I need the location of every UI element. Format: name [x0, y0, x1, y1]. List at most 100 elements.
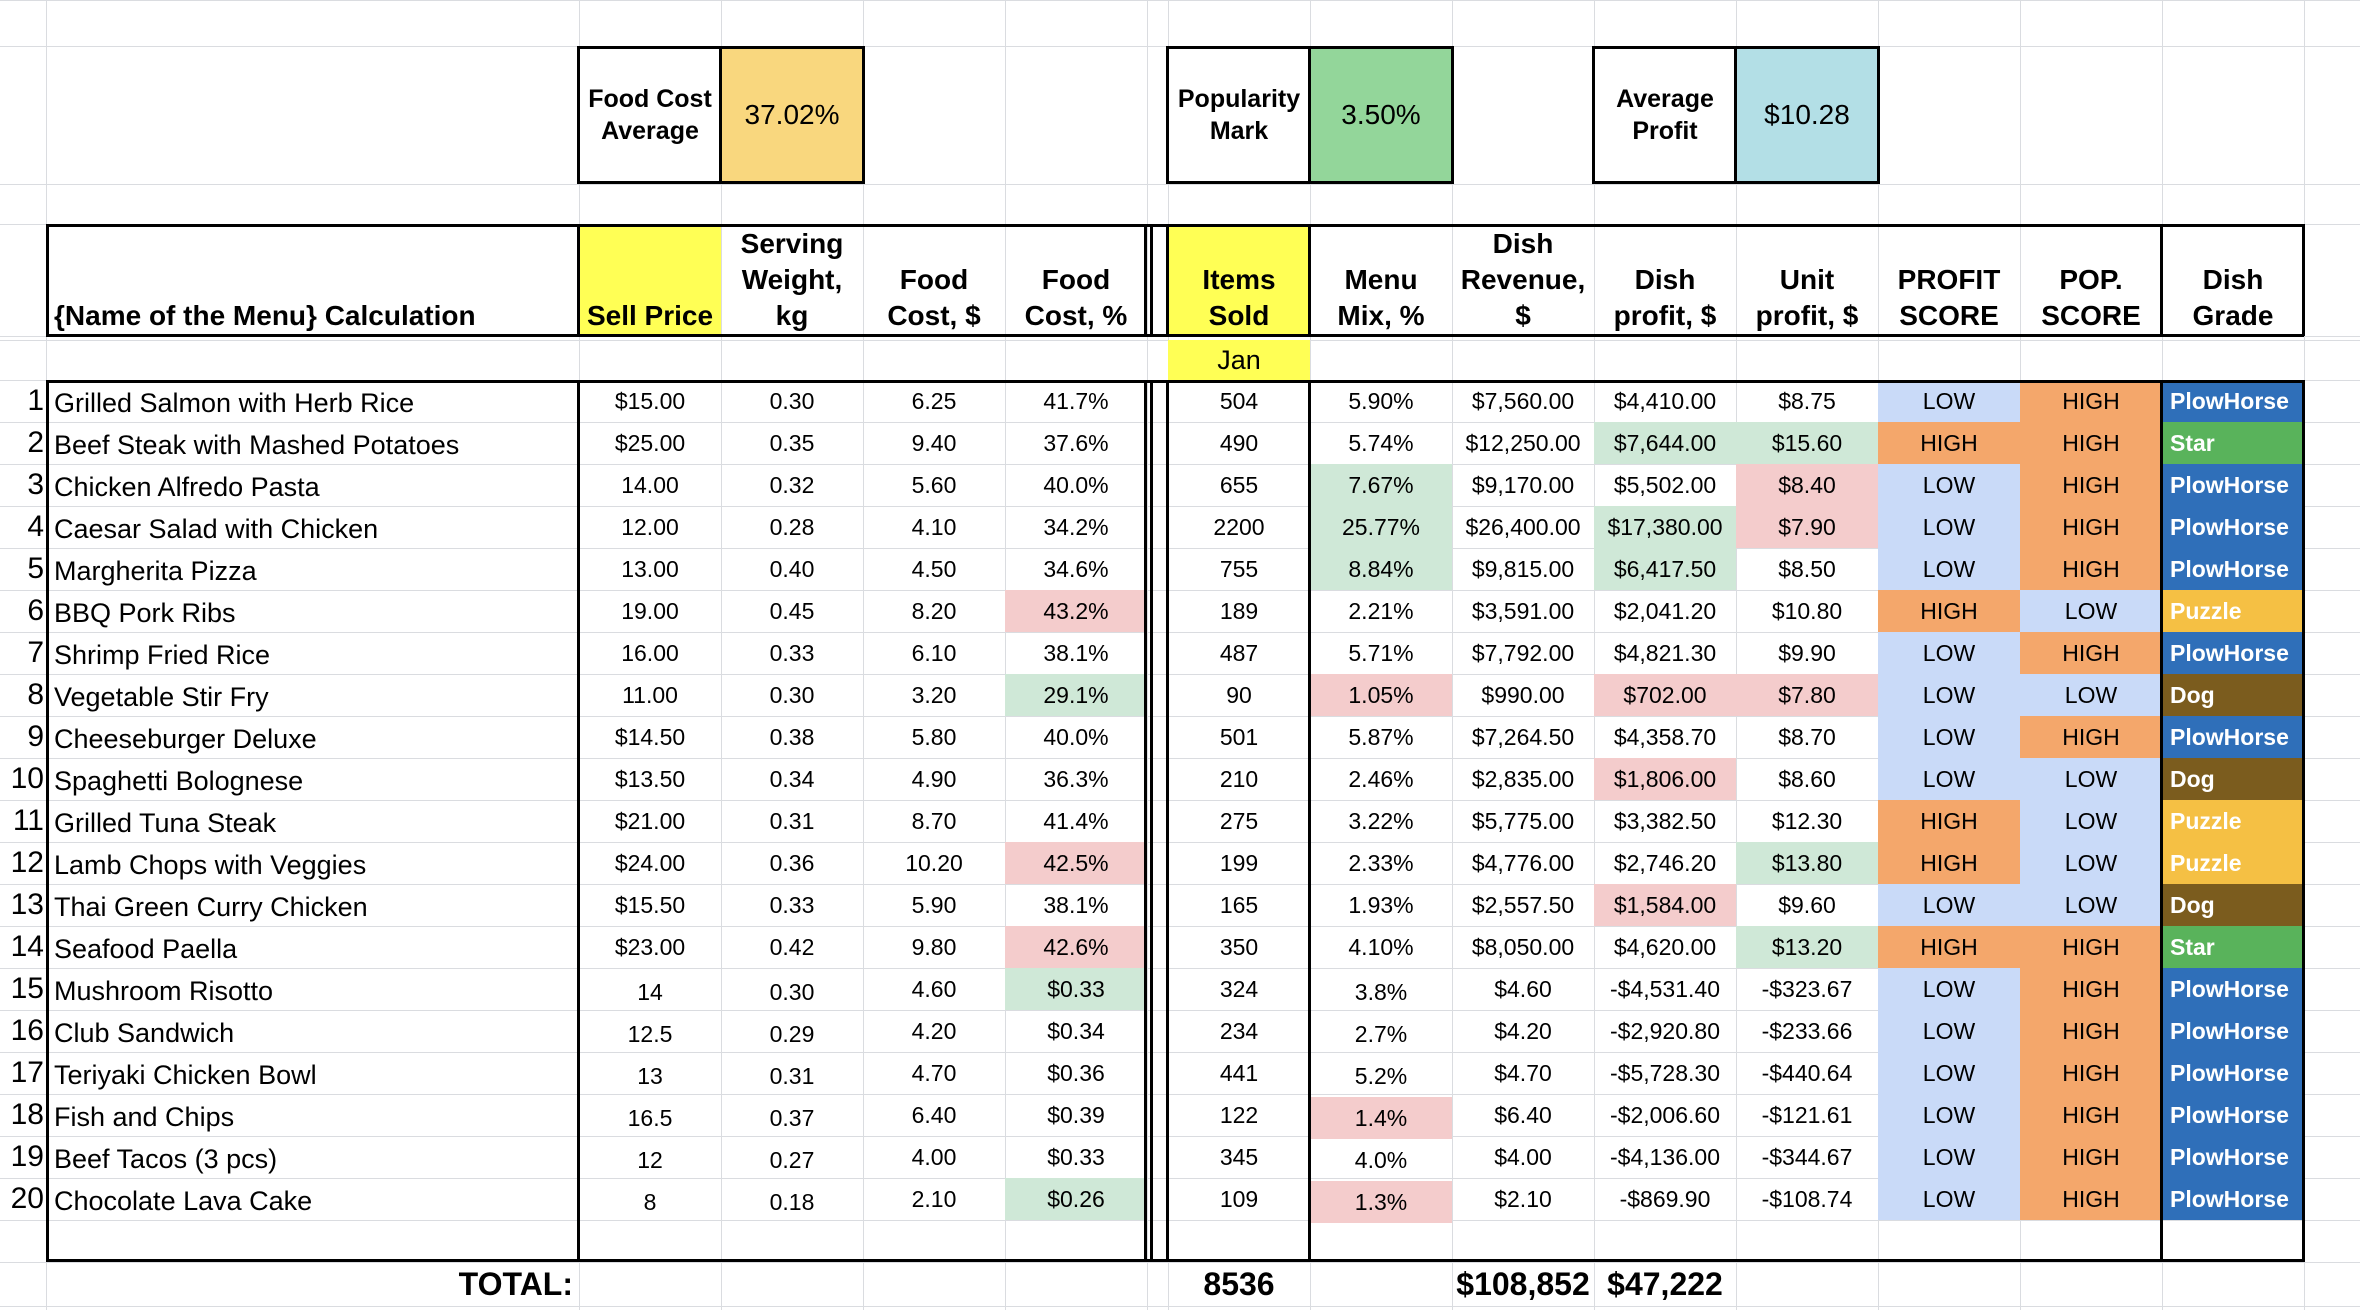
dish-revenue-cell[interactable]: $4.20 — [1494, 1017, 1552, 1044]
header-pop-score[interactable]: POP. SCORE — [2041, 264, 2141, 331]
menu-mix-cell[interactable]: 3.22% — [1348, 807, 1414, 834]
menu-mix-cell[interactable]: 3.8% — [1354, 978, 1408, 1005]
profit-score-cell[interactable]: LOW — [1878, 1052, 2020, 1094]
pop-score-cell[interactable]: HIGH — [2020, 464, 2162, 506]
sell-price-cell[interactable]: $23.00 — [614, 933, 686, 960]
sell-price-cell[interactable]: 12.00 — [621, 513, 679, 540]
menu-mix-cell[interactable]: 2.7% — [1354, 1020, 1408, 1047]
header-profit-score[interactable]: PROFIT SCORE — [1897, 264, 2001, 331]
dish-grade-cell[interactable]: PlowHorse — [2162, 1178, 2304, 1220]
food-cost-pct-cell[interactable]: 42.5% — [1005, 842, 1147, 884]
sell-price-cell[interactable]: 14 — [637, 978, 663, 1005]
dish-profit-cell[interactable]: $4,821.30 — [1613, 639, 1717, 666]
unit-profit-cell[interactable]: -$121.61 — [1761, 1101, 1853, 1128]
menu-mix-cell[interactable]: 7.67% — [1310, 464, 1452, 506]
pop-score-cell[interactable]: HIGH — [2020, 422, 2162, 464]
unit-profit-cell[interactable]: $8.50 — [1778, 555, 1836, 582]
header-dish-profit[interactable]: Dish profit, $ — [1613, 264, 1717, 331]
unit-profit-cell[interactable]: $8.60 — [1778, 765, 1836, 792]
sell-price-cell[interactable]: $25.00 — [614, 429, 686, 456]
dish-grade-cell[interactable]: PlowHorse — [2162, 1052, 2304, 1094]
row-number[interactable]: 18 — [10, 1098, 44, 1131]
pop-score-cell[interactable]: HIGH — [2020, 506, 2162, 548]
profit-score-cell[interactable]: LOW — [1878, 1178, 2020, 1220]
dish-grade-cell[interactable]: Puzzle — [2162, 590, 2304, 632]
row-number[interactable]: 20 — [10, 1182, 44, 1215]
items-sold-cell[interactable]: 345 — [1219, 1143, 1259, 1170]
items-sold-cell[interactable]: 165 — [1219, 891, 1259, 918]
items-sold-cell[interactable]: 487 — [1219, 639, 1259, 666]
items-sold-cell[interactable]: 324 — [1219, 975, 1259, 1002]
items-sold-cell[interactable]: 504 — [1219, 387, 1259, 414]
items-sold-cell[interactable]: 490 — [1219, 429, 1259, 456]
dish-grade-cell[interactable]: PlowHorse — [2162, 968, 2304, 1010]
serving-weight-cell[interactable]: 0.27 — [769, 1146, 815, 1173]
pop-score-cell[interactable]: HIGH — [2020, 632, 2162, 674]
dish-grade-cell[interactable]: Star — [2162, 926, 2304, 968]
sell-price-cell[interactable]: 11.00 — [622, 681, 678, 708]
pop-score-cell[interactable]: HIGH — [2020, 968, 2162, 1010]
food-cost-pct-cell[interactable]: 41.4% — [1043, 807, 1109, 834]
items-sold-cell[interactable]: 350 — [1219, 933, 1259, 960]
dish-grade-cell[interactable]: Dog — [2162, 758, 2304, 800]
dish-profit-cell[interactable]: $4,620.00 — [1613, 933, 1717, 960]
pop-score-cell[interactable]: HIGH — [2020, 1052, 2162, 1094]
food-cost-usd-cell[interactable]: 5.90 — [911, 891, 957, 918]
sell-price-cell[interactable]: $14.50 — [614, 723, 686, 750]
unit-profit-cell[interactable]: $15.60 — [1736, 422, 1878, 464]
food-cost-usd-cell[interactable]: 9.80 — [911, 933, 957, 960]
dish-name-cell[interactable]: Beef Tacos (3 pcs) — [54, 1143, 278, 1174]
header-dish-revenue[interactable]: Dish Revenue, $ — [1460, 228, 1586, 331]
dish-revenue-cell[interactable]: $26,400.00 — [1465, 513, 1581, 540]
dish-name-cell[interactable]: Teriyaki Chicken Bowl — [54, 1059, 317, 1090]
unit-profit-cell[interactable]: $7.90 — [1736, 506, 1878, 548]
header-menu-name[interactable]: {Name of the Menu} Calculation — [54, 300, 476, 331]
profit-score-cell[interactable]: LOW — [1878, 380, 2020, 422]
serving-weight-cell[interactable]: 0.42 — [769, 933, 815, 960]
dish-profit-cell[interactable]: -$5,728.30 — [1610, 1059, 1720, 1086]
dish-revenue-cell[interactable]: $9,170.00 — [1471, 471, 1575, 498]
unit-profit-cell[interactable]: -$233.66 — [1761, 1017, 1853, 1044]
dish-grade-cell[interactable]: PlowHorse — [2162, 1094, 2304, 1136]
row-number[interactable]: 2 — [27, 426, 44, 459]
row-number[interactable]: 10 — [10, 762, 44, 795]
unit-profit-cell[interactable]: $12.30 — [1771, 807, 1843, 834]
dish-revenue-cell[interactable]: $3,591.00 — [1471, 597, 1575, 624]
row-number[interactable]: 8 — [27, 678, 44, 711]
pop-score-cell[interactable]: HIGH — [2020, 548, 2162, 590]
pop-score-cell[interactable]: LOW — [2020, 800, 2162, 842]
row-number[interactable]: 13 — [10, 888, 44, 921]
unit-profit-cell[interactable]: $9.60 — [1778, 891, 1836, 918]
dish-name-cell[interactable]: Beef Steak with Mashed Potatoes — [54, 429, 460, 460]
items-sold-cell[interactable]: 210 — [1219, 765, 1259, 792]
dish-profit-cell[interactable]: $4,410.00 — [1613, 387, 1717, 414]
unit-profit-cell[interactable]: $9.90 — [1778, 639, 1836, 666]
food-cost-usd-cell[interactable]: 4.60 — [911, 975, 957, 1002]
serving-weight-cell[interactable]: 0.30 — [769, 387, 815, 414]
food-cost-usd-cell[interactable]: 8.20 — [911, 597, 957, 624]
header-food-cost-usd[interactable]: Food Cost, $ — [887, 264, 981, 331]
items-sold-cell[interactable]: 2200 — [1213, 513, 1265, 540]
row-number[interactable]: 1 — [27, 384, 44, 417]
dish-profit-cell[interactable]: -$4,136.00 — [1610, 1143, 1720, 1170]
dish-name-cell[interactable]: Vegetable Stir Fry — [54, 681, 269, 712]
food-cost-pct-cell[interactable]: 34.6% — [1043, 555, 1109, 582]
header-unit-profit[interactable]: Unit profit, $ — [1755, 264, 1859, 331]
row-number[interactable]: 14 — [10, 930, 44, 963]
food-cost-usd-cell[interactable]: 6.40 — [911, 1101, 957, 1128]
food-cost-pct-cell[interactable]: 42.6% — [1005, 926, 1147, 968]
pop-score-cell[interactable]: LOW — [2020, 842, 2162, 884]
dish-profit-cell[interactable]: -$869.90 — [1619, 1185, 1711, 1212]
food-cost-pct-cell[interactable]: 41.7% — [1043, 387, 1109, 414]
pop-score-cell[interactable]: LOW — [2020, 758, 2162, 800]
sell-price-cell[interactable]: $13.50 — [614, 765, 686, 792]
dish-grade-cell[interactable]: Puzzle — [2162, 842, 2304, 884]
row-number[interactable]: 9 — [27, 720, 44, 753]
food-cost-usd-cell[interactable]: 10.20 — [905, 849, 963, 876]
dish-name-cell[interactable]: Club Sandwich — [54, 1017, 235, 1048]
header-items-sold[interactable]: Items Sold — [1168, 224, 1310, 336]
dish-name-cell[interactable]: Thai Green Curry Chicken — [54, 891, 368, 922]
dish-revenue-cell[interactable]: $9,815.00 — [1471, 555, 1575, 582]
serving-weight-cell[interactable]: 0.30 — [769, 681, 815, 708]
dish-profit-cell[interactable]: $702.00 — [1594, 674, 1736, 716]
